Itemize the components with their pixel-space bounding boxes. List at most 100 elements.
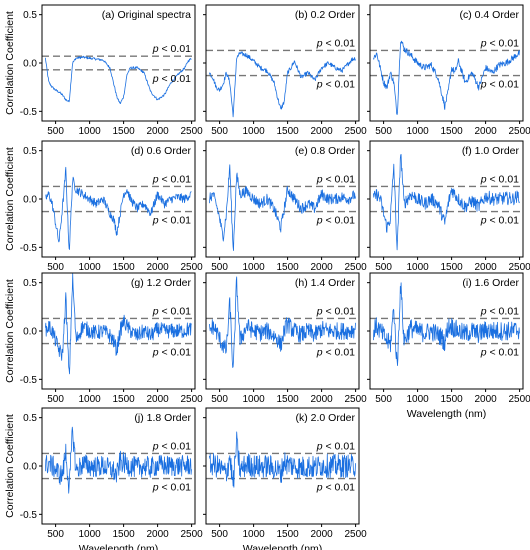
- data-point: [471, 72, 472, 73]
- x-tick-label: 1500: [440, 262, 463, 273]
- data-point: [229, 165, 230, 166]
- data-point: [465, 206, 466, 207]
- data-point: [431, 64, 432, 65]
- data-point: [48, 326, 49, 327]
- data-point: [177, 197, 178, 198]
- data-point: [437, 203, 438, 204]
- data-point: [454, 329, 455, 330]
- data-point: [75, 340, 76, 341]
- data-point: [48, 194, 49, 195]
- data-point: [177, 330, 178, 331]
- data-point: [212, 326, 213, 327]
- data-point: [448, 91, 449, 92]
- data-point: [58, 350, 59, 351]
- x-axis-label: Wavelength (nm): [407, 408, 487, 420]
- data-point: [277, 469, 278, 470]
- data-point: [492, 72, 493, 73]
- panel-title: (e) 0.8 Order: [295, 145, 356, 157]
- data-point: [82, 194, 83, 195]
- data-point: [109, 468, 110, 469]
- data-point: [417, 62, 418, 63]
- data-point: [335, 465, 336, 466]
- data-point: [376, 53, 377, 54]
- data-point: [321, 464, 322, 465]
- data-point: [45, 330, 46, 331]
- data-point: [307, 72, 308, 73]
- data-point: [209, 465, 210, 466]
- data-point: [177, 465, 178, 466]
- data-point: [273, 82, 274, 83]
- data-point: [109, 67, 110, 68]
- data-point: [65, 169, 66, 170]
- data-point: [273, 208, 274, 209]
- y-axis-label: Correlation Coefficient: [4, 11, 16, 115]
- data-point: [290, 464, 291, 465]
- data-point: [431, 198, 432, 199]
- panel-title: (c) 0.4 Order: [459, 9, 519, 21]
- data-point: [403, 48, 404, 49]
- x-tick-label: 500: [375, 262, 392, 273]
- data-point: [328, 465, 329, 466]
- data-point: [352, 59, 353, 60]
- data-point: [505, 330, 506, 331]
- data-point: [373, 58, 374, 59]
- data-point: [465, 82, 466, 83]
- x-tick-label: 1000: [242, 126, 265, 137]
- data-point: [137, 208, 138, 209]
- x-tick-label: 500: [47, 529, 64, 540]
- data-point: [157, 464, 158, 465]
- data-point: [96, 203, 97, 204]
- data-point: [512, 58, 513, 59]
- data-point: [246, 464, 247, 465]
- correlation-curve: [209, 276, 356, 368]
- data-point: [260, 203, 261, 204]
- data-point: [188, 61, 189, 62]
- data-point: [150, 213, 151, 214]
- x-tick-label: 1000: [242, 262, 265, 273]
- data-point: [403, 340, 404, 341]
- data-point: [69, 379, 70, 380]
- data-point: [410, 55, 411, 56]
- data-point: [335, 198, 336, 199]
- data-point: [103, 330, 104, 331]
- data-point: [294, 330, 295, 331]
- data-point: [516, 55, 517, 56]
- data-point: [260, 332, 261, 333]
- p-value-lower-label: p < 0.01: [480, 79, 519, 91]
- data-point: [390, 72, 391, 73]
- panel-10: (k) 2.0 Order p < 0.01 p < 0.01 500 1000 1500…: [203, 407, 367, 550]
- data-point: [130, 330, 131, 331]
- data-point: [116, 350, 117, 351]
- data-point: [492, 198, 493, 199]
- x-tick-label: 1500: [112, 126, 135, 137]
- data-point: [328, 62, 329, 63]
- data-point: [219, 218, 220, 219]
- data-point: [373, 330, 374, 331]
- x-tick-label: 2500: [180, 262, 203, 273]
- data-point: [448, 326, 449, 327]
- data-point: [171, 198, 172, 199]
- data-point: [48, 82, 49, 83]
- data-point: [287, 189, 288, 190]
- p-value-lower-label: p < 0.01: [316, 79, 355, 91]
- data-point: [355, 464, 356, 465]
- data-point: [209, 72, 210, 73]
- data-point: [454, 194, 455, 195]
- p-value-lower-label: p < 0.01: [152, 215, 191, 227]
- panel-title: (g) 1.2 Order: [131, 277, 192, 289]
- y-tick-label: 0.0: [23, 327, 37, 338]
- x-tick-label: 1500: [276, 126, 299, 137]
- data-point: [212, 194, 213, 195]
- data-point: [216, 330, 217, 331]
- data-point: [219, 90, 220, 91]
- p-value-upper-label: p < 0.01: [316, 440, 355, 452]
- data-point: [512, 198, 513, 199]
- data-point: [307, 203, 308, 204]
- data-point: [451, 326, 452, 327]
- data-point: [103, 198, 104, 199]
- data-point: [150, 467, 151, 468]
- data-point: [126, 74, 127, 75]
- data-point: [171, 330, 172, 331]
- data-point: [410, 194, 411, 195]
- x-tick-label: 500: [211, 126, 228, 137]
